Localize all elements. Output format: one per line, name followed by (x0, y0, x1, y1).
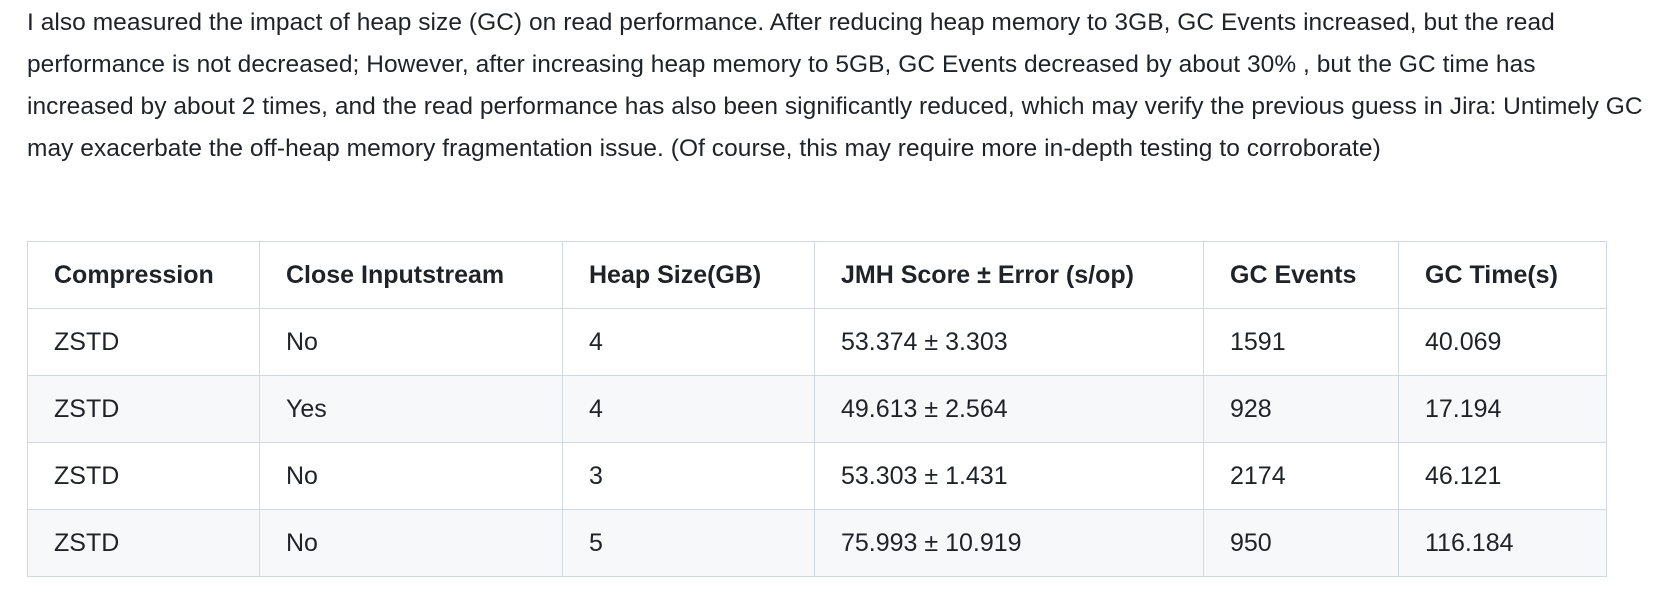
header-close-inputstream: Close Inputstream (259, 241, 563, 309)
cell-close-inputstream: No (259, 308, 563, 376)
header-heap-size: Heap Size(GB) (562, 241, 815, 309)
cell-jmh-score: 49.613 ± 2.564 (814, 375, 1204, 443)
cell-jmh-score: 53.374 ± 3.303 (814, 308, 1204, 376)
cell-compression: ZSTD (27, 442, 260, 510)
header-gc-events: GC Events (1203, 241, 1399, 309)
cell-heap-size: 3 (562, 442, 815, 510)
cell-jmh-score: 75.993 ± 10.919 (814, 509, 1204, 577)
body-paragraph: I also measured the impact of heap size … (27, 9, 1643, 162)
cell-heap-size: 4 (562, 308, 815, 376)
cell-close-inputstream: Yes (259, 375, 563, 443)
benchmark-table: Compression Close Inputstream Heap Size(… (27, 241, 1607, 577)
cell-gc-time: 116.184 (1398, 509, 1607, 577)
cell-compression: ZSTD (27, 308, 260, 376)
table-row: ZSTD No 4 53.374 ± 3.303 1591 40.069 (27, 308, 1607, 376)
table-row: ZSTD No 3 53.303 ± 1.431 2174 46.121 (27, 442, 1607, 510)
cell-gc-time: 17.194 (1398, 375, 1607, 443)
cell-gc-events: 928 (1203, 375, 1399, 443)
cell-compression: ZSTD (27, 375, 260, 443)
cell-gc-time: 46.121 (1398, 442, 1607, 510)
cell-close-inputstream: No (259, 442, 563, 510)
cell-gc-events: 1591 (1203, 308, 1399, 376)
header-gc-time: GC Time(s) (1398, 241, 1607, 309)
cell-compression: ZSTD (27, 509, 260, 577)
cell-gc-events: 950 (1203, 509, 1399, 577)
header-compression: Compression (27, 241, 260, 309)
cell-gc-time: 40.069 (1398, 308, 1607, 376)
cell-heap-size: 5 (562, 509, 815, 577)
cell-gc-events: 2174 (1203, 442, 1399, 510)
cell-close-inputstream: No (259, 509, 563, 577)
table-header-row: Compression Close Inputstream Heap Size(… (27, 241, 1607, 309)
cell-heap-size: 4 (562, 375, 815, 443)
header-jmh-score: JMH Score ± Error (s/op) (814, 241, 1204, 309)
table-row: ZSTD Yes 4 49.613 ± 2.564 928 17.194 (27, 375, 1607, 443)
cell-jmh-score: 53.303 ± 1.431 (814, 442, 1204, 510)
table-row: ZSTD No 5 75.993 ± 10.919 950 116.184 (27, 509, 1607, 577)
comment-body: I also measured the impact of heap size … (27, 0, 1647, 577)
